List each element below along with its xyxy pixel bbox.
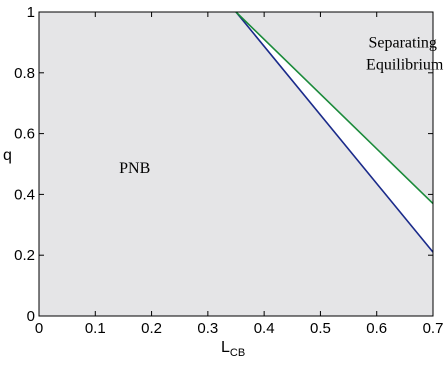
x-tick-label: 0.4 <box>254 320 275 337</box>
region-label-pnb: PNB <box>119 160 150 177</box>
y-tick-label: 0.6 <box>14 126 35 143</box>
series-line-green <box>235 11 434 205</box>
region-label-separating-line1: Separating <box>369 35 437 52</box>
y-tick-label: 0 <box>27 308 35 325</box>
x-axis-label-sub: CB <box>230 347 245 359</box>
x-tick-labels: 0 0.1 0.2 0.3 0.4 0.5 0.6 0.7 <box>35 320 444 337</box>
x-axis-label-main: L <box>221 339 230 356</box>
y-tick-labels: 0 0.2 0.4 0.6 0.8 1 <box>14 4 35 325</box>
x-axis-label: LCB <box>221 339 245 359</box>
y-tick-label: 0.2 <box>14 247 35 264</box>
x-tick-label: 0.1 <box>85 320 106 337</box>
x-tick-label: 0.6 <box>366 320 387 337</box>
region-label-separating-line2: Equilibrium <box>366 57 444 74</box>
y-axis-label: q <box>3 147 12 164</box>
region-label-separating: Separating Equilibrium <box>366 35 444 74</box>
x-tick-label: 0.7 <box>423 320 444 337</box>
x-tick-label: 0 <box>35 320 43 337</box>
plot-frame <box>38 11 434 317</box>
x-tick-label: 0.2 <box>141 320 162 337</box>
y-tick-label: 0.8 <box>14 65 35 82</box>
y-tick-label: 1 <box>27 4 35 21</box>
y-tick-label: 0.4 <box>14 186 35 203</box>
x-tick-label: 0.5 <box>310 320 331 337</box>
x-tick-label: 0.3 <box>197 320 218 337</box>
series-line-blue <box>235 11 434 253</box>
